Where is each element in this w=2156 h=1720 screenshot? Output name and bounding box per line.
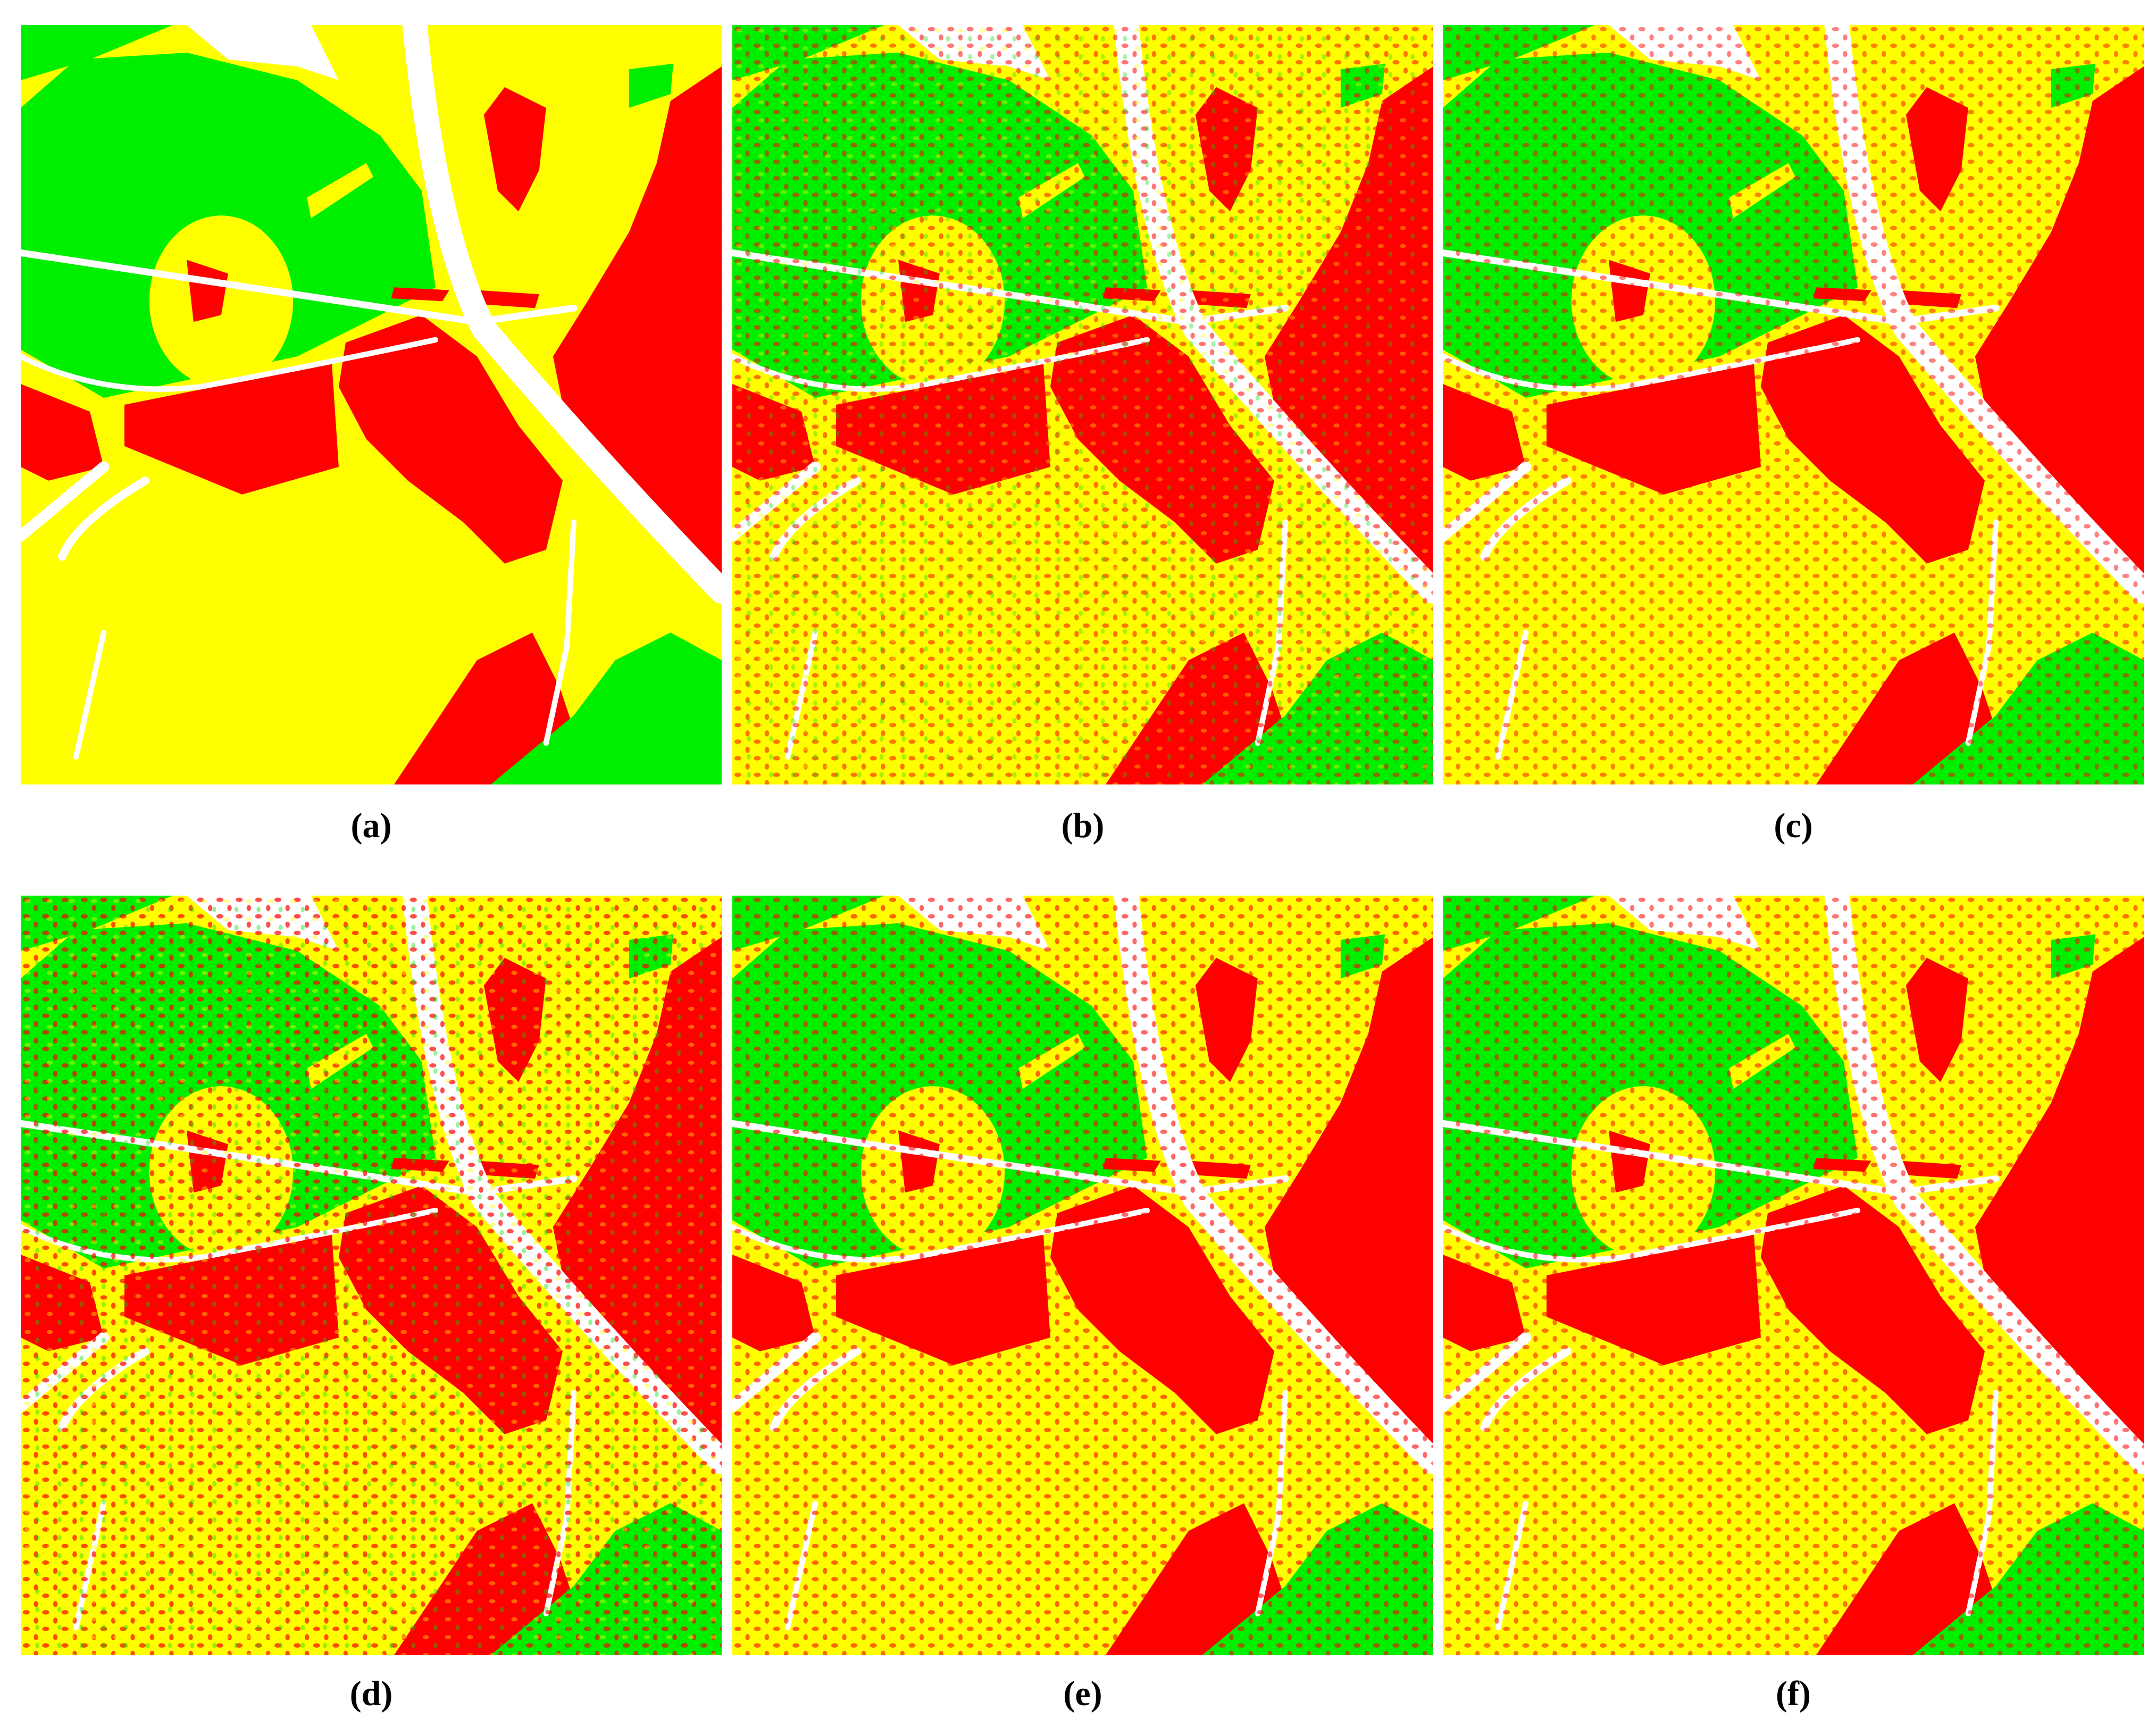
map-panel [1443, 896, 2144, 1655]
caption: (a) [350, 806, 392, 845]
caption: (b) [1061, 806, 1105, 845]
map-panel [21, 25, 722, 784]
map-panel [21, 896, 722, 1655]
map-panel [1443, 25, 2144, 784]
map-panel [732, 896, 1433, 1655]
caption: (e) [1063, 1674, 1102, 1713]
map-panel [732, 25, 1433, 784]
caption: (f) [1776, 1674, 1811, 1713]
caption: (d) [349, 1674, 393, 1713]
caption: (c) [1774, 806, 1813, 845]
